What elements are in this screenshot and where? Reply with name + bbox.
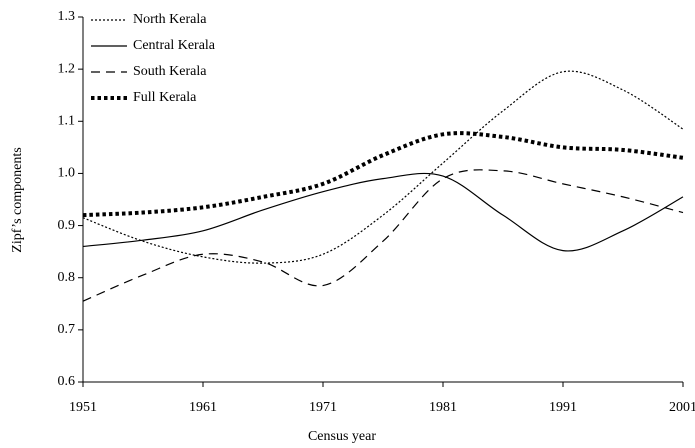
x-tick-label: 1971 (309, 400, 337, 415)
y-tick-label: 1.3 (58, 9, 76, 24)
y-tick-label: 0.7 (58, 322, 76, 337)
y-tick-label: 1.0 (58, 166, 76, 181)
x-axis-label: Census year (308, 429, 376, 444)
y-tick-label: 0.9 (58, 218, 76, 233)
legend-label: South Kerala (133, 64, 207, 79)
legend-label: North Kerala (133, 12, 207, 27)
x-tick-label: 1981 (429, 400, 457, 415)
x-tick-label: 1991 (549, 400, 577, 415)
x-tick-label: 2001 (669, 400, 695, 415)
x-tick-label: 1961 (189, 400, 217, 415)
series-line (82, 172, 684, 252)
series-line (82, 70, 684, 264)
y-tick-label: 1.1 (58, 114, 76, 129)
y-tick-label: 0.8 (58, 270, 76, 285)
y-tick-label: 0.6 (58, 374, 76, 389)
legend-label: Full Kerala (133, 90, 197, 105)
legend-label: Central Kerala (133, 38, 216, 53)
x-tick-label: 1951 (69, 400, 97, 415)
y-axis-label: Zipf’s components (10, 147, 25, 252)
series-line (82, 169, 684, 302)
y-tick-label: 1.2 (58, 61, 76, 76)
series-line (82, 131, 684, 218)
